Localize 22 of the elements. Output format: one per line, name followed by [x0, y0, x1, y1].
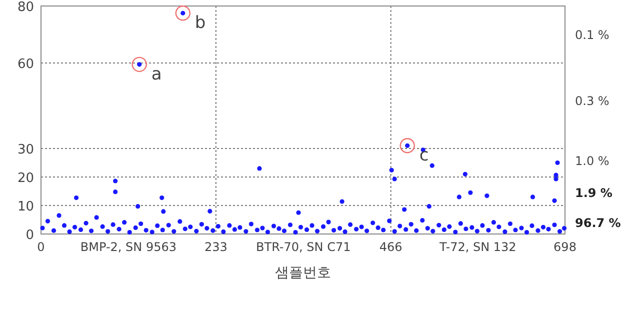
x-tick-label: BMP-2, SN 9563: [80, 240, 177, 254]
x-tick-label: 0: [37, 240, 45, 254]
annotation: b: [194, 13, 206, 34]
y-tick-label: 20: [17, 171, 34, 186]
y-tick-label: 30: [17, 142, 34, 158]
text: 1.9 %: [575, 186, 612, 200]
y-tick-label: 60: [17, 57, 34, 72]
x-axis-title: 샘플번호: [275, 265, 331, 281]
text: 1.0 %: [575, 154, 610, 168]
text: 96.7 %: [575, 216, 621, 230]
x-tick-label: 233: [204, 240, 228, 254]
text: 0.3 %: [575, 94, 610, 108]
annotation: c: [419, 146, 429, 166]
y-tick-label: 80: [17, 0, 34, 15]
y-tick-label: 10: [17, 200, 34, 214]
annotation: a: [151, 64, 162, 84]
y-tick-label: 0: [26, 228, 34, 243]
x-tick-label: 698: [554, 240, 576, 254]
x-tick-label: BTR-70, SN C71: [256, 240, 351, 254]
text: 0.1 %: [575, 28, 610, 42]
x-tick-label: 466: [379, 240, 402, 254]
x-tick-label: T-72, SN 132: [438, 240, 516, 254]
